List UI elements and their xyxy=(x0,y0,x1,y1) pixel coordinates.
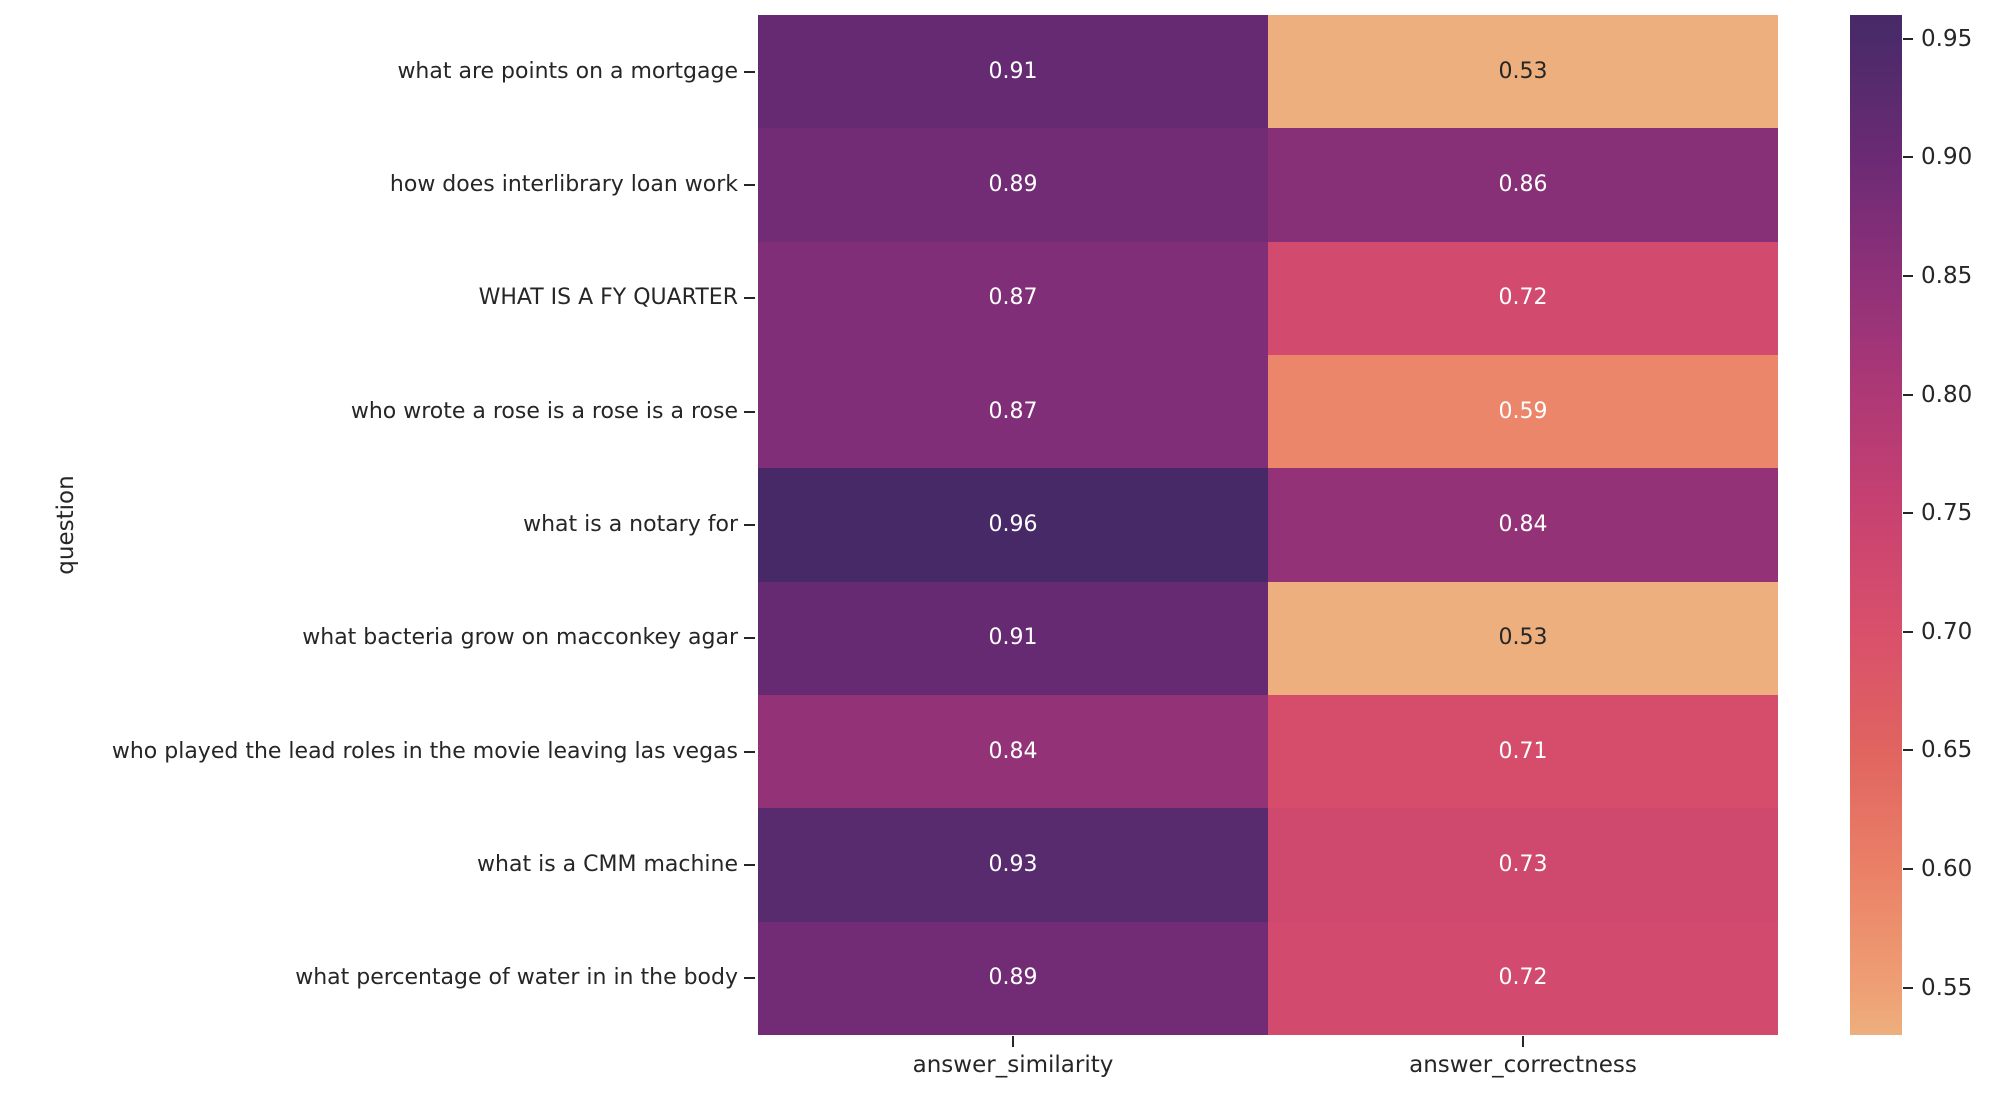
cell-value: 0.89 xyxy=(988,171,1038,197)
y-tick-mark xyxy=(744,977,755,980)
cell-value: 0.53 xyxy=(1498,625,1548,651)
y-tick-mark xyxy=(744,524,755,526)
row-label: how does interlibrary loan work xyxy=(389,172,738,197)
cell-value: 0.91 xyxy=(988,58,1038,84)
heatmap-cell: 0.72 xyxy=(1268,921,1778,1035)
colorbar-tick-mark xyxy=(1903,867,1913,870)
heatmap-cell: 0.84 xyxy=(1268,468,1778,582)
y-tick-mark xyxy=(744,750,755,753)
colorbar-tick-mark xyxy=(1903,512,1913,515)
column-label: answer_similarity xyxy=(912,1052,1114,1078)
y-tick-mark xyxy=(744,637,755,640)
cell-value: 0.86 xyxy=(1498,171,1548,197)
heatmap-cell: 0.71 xyxy=(1268,695,1778,809)
colorbar-tick-label: 0.90 xyxy=(1921,144,1973,171)
colorbar-tick-label: 0.95 xyxy=(1921,25,1973,52)
cell-value: 0.53 xyxy=(1498,58,1548,84)
cell-value: 0.72 xyxy=(1498,285,1548,311)
colorbar-tick-mark xyxy=(1903,274,1913,277)
heatmap-cell: 0.87 xyxy=(758,241,1268,355)
heatmap-cell: 0.86 xyxy=(1268,128,1778,242)
heatmap-cell: 0.53 xyxy=(1268,15,1778,129)
row-label: what is a notary for xyxy=(523,512,738,537)
x-tick-mark xyxy=(1522,1036,1524,1047)
colorbar-tick-mark xyxy=(1903,986,1913,989)
colorbar-tick-mark xyxy=(1903,393,1913,396)
heatmap-cell: 0.96 xyxy=(758,468,1268,582)
heatmap-cell: 0.72 xyxy=(1268,241,1778,355)
colorbar-tick-label: 0.55 xyxy=(1921,974,1973,1001)
colorbar-tick-label: 0.70 xyxy=(1921,618,1973,645)
cell-value: 0.93 xyxy=(988,851,1038,877)
y-tick-mark xyxy=(744,70,755,73)
x-tick-mark xyxy=(1012,1036,1014,1047)
colorbar-tick-mark xyxy=(1903,749,1913,752)
heatmap-grid: 0.91 0.53 0.89 0.86 0.87 0.72 0.87 0.59 0.96 0.84… xyxy=(758,15,1778,1035)
cell-value: 0.84 xyxy=(1498,511,1548,537)
cell-value: 0.87 xyxy=(988,398,1038,424)
cell-value: 0.72 xyxy=(1498,965,1548,991)
colorbar-tick-label: 0.75 xyxy=(1921,500,1973,527)
cell-value: 0.71 xyxy=(1498,738,1548,764)
row-label: what is a CMM machine xyxy=(477,852,738,877)
row-label: WHAT IS A FY QUARTER xyxy=(478,285,738,311)
colorbar-tick-label: 0.65 xyxy=(1921,737,1973,764)
y-tick-mark xyxy=(744,184,755,186)
heatmap-cell: 0.59 xyxy=(1268,355,1778,469)
row-label: what are points on a mortgage xyxy=(397,58,738,84)
heatmap-cell: 0.91 xyxy=(758,15,1268,129)
heatmap-cell: 0.73 xyxy=(1268,808,1778,922)
heatmap-cell: 0.89 xyxy=(758,921,1268,1035)
y-tick-mark xyxy=(744,410,755,413)
row-label: what bacteria grow on macconkey agar xyxy=(302,625,738,651)
cell-value: 0.84 xyxy=(988,738,1038,764)
colorbar-tick-mark xyxy=(1903,156,1913,159)
y-tick-mark xyxy=(744,864,755,866)
column-label: answer_correctness xyxy=(1409,1052,1637,1078)
cell-value: 0.91 xyxy=(988,625,1038,651)
cell-value: 0.87 xyxy=(988,285,1038,311)
cell-value: 0.59 xyxy=(1498,398,1548,424)
colorbar-tick-mark xyxy=(1903,630,1913,633)
colorbar-gradient xyxy=(1850,15,1902,1035)
row-label: what percentage of water in in the body xyxy=(295,965,738,991)
heatmap-cell: 0.91 xyxy=(758,581,1268,695)
heatmap-cell: 0.89 xyxy=(758,128,1268,242)
cell-value: 0.73 xyxy=(1498,851,1548,877)
heatmap-cell: 0.87 xyxy=(758,355,1268,469)
cell-value: 0.89 xyxy=(988,965,1038,991)
row-label: who played the lead roles in the movie l… xyxy=(111,738,738,764)
cell-value: 0.96 xyxy=(988,511,1038,537)
colorbar-tick-mark xyxy=(1903,37,1913,40)
colorbar-tick-label: 0.80 xyxy=(1921,381,1973,408)
colorbar-tick-label: 0.60 xyxy=(1921,855,1973,882)
heatmap-cell: 0.53 xyxy=(1268,581,1778,695)
colorbar-tick-label: 0.85 xyxy=(1921,262,1973,289)
row-label: who wrote a rose is a rose is a rose xyxy=(350,398,738,424)
heatmap-cell: 0.84 xyxy=(758,695,1268,809)
heatmap-cell: 0.93 xyxy=(758,808,1268,922)
y-tick-mark xyxy=(744,297,755,300)
